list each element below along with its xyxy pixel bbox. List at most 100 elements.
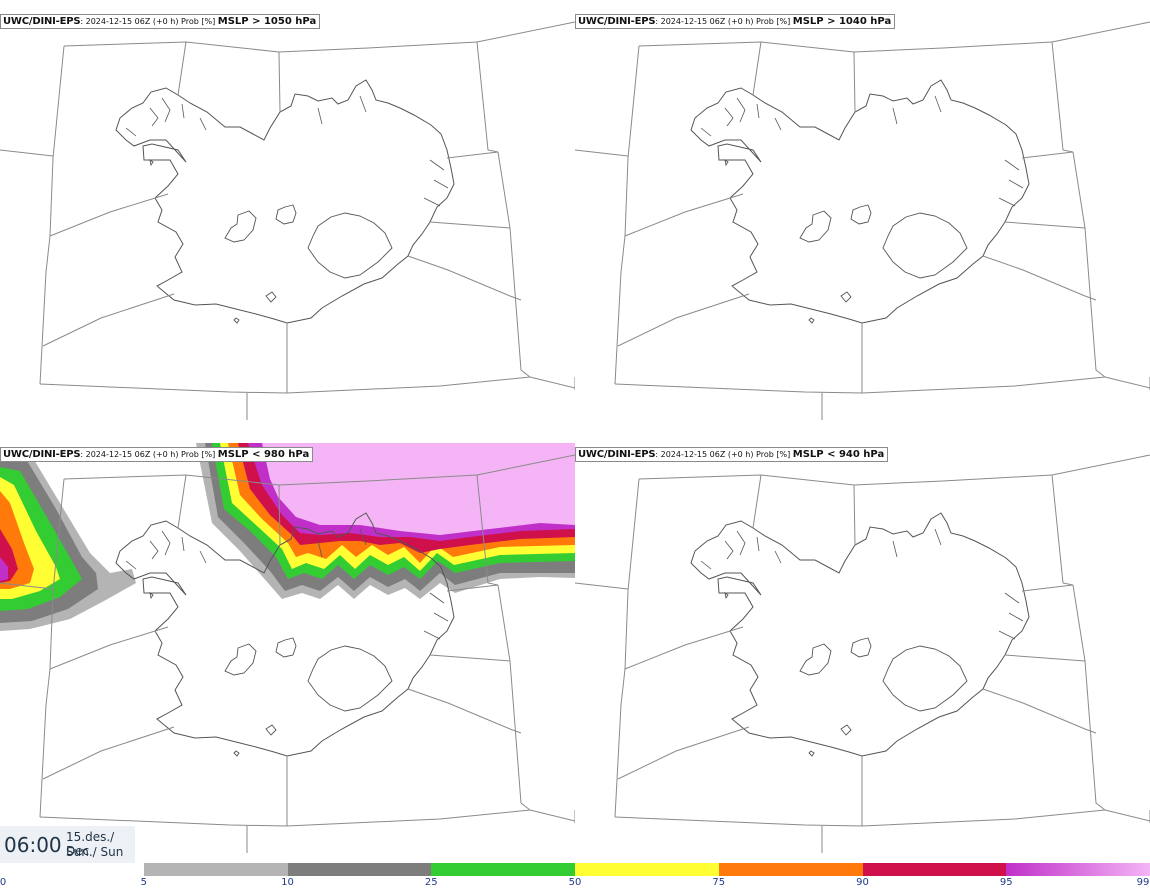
colorbar-tick-label: 0 (0, 877, 7, 888)
iceland-coastline (690, 79, 1030, 324)
region-boundary (446, 584, 499, 592)
fjord-line (125, 560, 137, 570)
region-boundary (529, 376, 575, 389)
model-name: UWC/DINI-EPS (578, 16, 656, 27)
region-boundary (1004, 221, 1086, 229)
glacier-outline (882, 212, 968, 279)
map-overlay (0, 454, 575, 853)
fjord-line (724, 107, 734, 127)
region-boundary (63, 41, 478, 53)
fjord-line (317, 540, 323, 558)
region-boundary (39, 376, 531, 394)
map-base (575, 21, 1150, 420)
region-boundary (0, 582, 54, 590)
fjord-line (161, 530, 171, 556)
valid-time: 06:00 (4, 833, 62, 857)
region-boundary (617, 293, 750, 347)
region-boundary (614, 809, 1106, 827)
fjord-line (429, 592, 445, 604)
fjord-line (199, 550, 207, 564)
region-boundary (177, 41, 187, 96)
fjord-line (199, 117, 207, 131)
region-boundary (575, 582, 629, 590)
map-panel-mslp-gt-1050: UWC/DINI-EPS: 2024-12-15 06Z (+0 h) Prob… (0, 0, 575, 420)
map-base (0, 454, 575, 853)
fjord-line (934, 95, 942, 113)
glacier-outline (275, 204, 297, 225)
colorbar-tick-label: 90 (856, 877, 869, 888)
parameter-label: MSLP < 940 hPa (792, 449, 885, 460)
fjord-line (1008, 612, 1024, 622)
panel-title: UWC/DINI-EPS: 2024-12-15 06Z (+0 h) Prob… (0, 447, 314, 462)
region-boundary (476, 41, 499, 153)
region-boundary (1051, 454, 1150, 476)
region-boundary (1021, 584, 1074, 592)
iceland-coastline (115, 512, 455, 757)
fjord-line (998, 197, 1016, 207)
colorbar-tick-label: 99 (1136, 877, 1150, 888)
region-boundary (1072, 151, 1106, 378)
map-base (0, 21, 575, 420)
region-boundary (752, 41, 762, 96)
glacier-outline (799, 643, 832, 676)
colorbar-tick-label: 95 (999, 877, 1013, 888)
region-boundary (407, 688, 522, 734)
valid-weekday: Sun./ Sun (66, 845, 124, 859)
fjord-line (1004, 592, 1020, 604)
fjord-line (736, 530, 746, 556)
map-canvas (0, 443, 575, 853)
run-info: : 2024-12-15 06Z (+0 h) Prob [%] (80, 450, 216, 459)
parameter-label: MSLP > 1040 hPa (792, 16, 892, 27)
colorbar-tick-label: 50 (568, 877, 582, 888)
iceland-coastline (115, 79, 455, 324)
region-boundary (529, 809, 575, 822)
fjord-line (317, 107, 323, 125)
model-name: UWC/DINI-EPS (578, 449, 656, 460)
region-boundary (497, 584, 531, 811)
glacier-outline (224, 210, 257, 243)
glacier-outline (799, 210, 832, 243)
region-boundary (752, 474, 762, 529)
region-boundary (429, 654, 511, 662)
region-boundary (1051, 41, 1074, 153)
region-boundary (1072, 584, 1106, 811)
glacier-outline (265, 724, 277, 736)
region-boundary (42, 293, 175, 347)
region-boundary (624, 193, 744, 237)
region-boundary (614, 478, 640, 818)
region-boundary (497, 151, 531, 378)
colorbar-tick-label: 75 (712, 877, 726, 888)
colorbar-segment (1006, 863, 1150, 876)
region-boundary (476, 474, 499, 586)
fjord-line (125, 127, 137, 137)
region-boundary (1051, 474, 1074, 586)
region-boundary (49, 193, 169, 237)
glacier-outline (307, 645, 393, 712)
glacier-outline (307, 212, 393, 279)
fjord-line (181, 536, 185, 552)
region-boundary (575, 149, 629, 157)
region-boundary (0, 149, 54, 157)
probability-field (0, 443, 575, 631)
fjord-line (774, 117, 782, 131)
glacier-outline (840, 291, 852, 303)
region-boundary (638, 41, 1053, 53)
panel-title: UWC/DINI-EPS: 2024-12-15 06Z (+0 h) Prob… (575, 14, 896, 29)
fjord-line (736, 97, 746, 123)
region-boundary (853, 484, 856, 546)
fjord-line (423, 197, 441, 207)
map-panel-mslp-gt-1040: UWC/DINI-EPS: 2024-12-15 06Z (+0 h) Prob… (575, 0, 1150, 420)
region-boundary (1104, 376, 1150, 389)
region-boundary (429, 221, 511, 229)
fjord-line (934, 528, 942, 546)
region-boundary (982, 688, 1097, 734)
region-boundary (446, 151, 499, 159)
fjord-line (359, 95, 367, 113)
colorbar-tick-label: 25 (424, 877, 438, 888)
fjord-line (161, 97, 171, 123)
glacier-outline (808, 317, 815, 324)
fjord-line (433, 612, 449, 622)
colorbar-tick-label: 10 (281, 877, 294, 888)
fjord-line (774, 550, 782, 564)
region-boundary (278, 484, 281, 546)
